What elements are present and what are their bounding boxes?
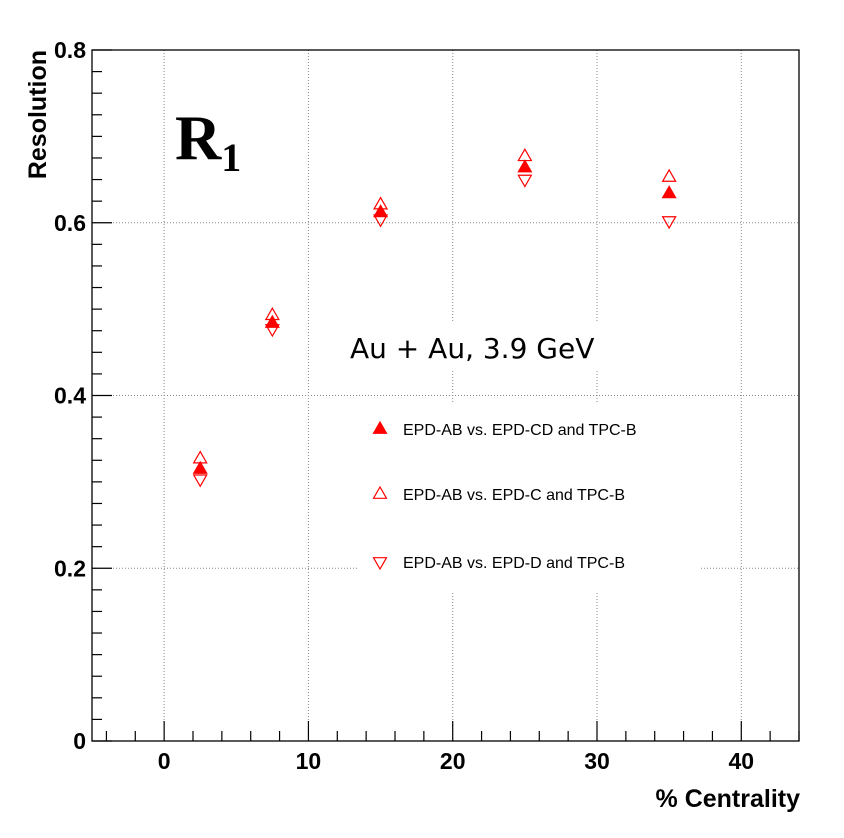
tick-labels: 0 10 20 30 40 0 0.2 0.4 0.6 0.8 bbox=[54, 37, 754, 774]
legend-marker bbox=[372, 557, 388, 571]
y-tick-label: 0 bbox=[73, 728, 86, 754]
y-tick-label: 0.6 bbox=[54, 210, 86, 236]
x-tick-label: 10 bbox=[296, 748, 322, 774]
r1-main: R bbox=[175, 102, 222, 173]
annotation-background bbox=[348, 322, 638, 370]
x-axis-label: % Centrality bbox=[656, 785, 801, 813]
legend-marker bbox=[372, 485, 388, 499]
data-point bbox=[373, 204, 389, 218]
data-point bbox=[517, 148, 533, 162]
r1-label: R1 bbox=[175, 102, 241, 180]
data-point bbox=[517, 159, 533, 173]
legend-box bbox=[358, 402, 700, 592]
r1-subscript: 1 bbox=[221, 135, 241, 180]
annotation-label: Au + Au, 3.9 GeV bbox=[350, 332, 594, 365]
y-tick-label: 0.8 bbox=[54, 37, 86, 63]
legend-entry-label: EPD-AB vs. EPD-CD and TPC-B bbox=[403, 422, 637, 439]
data-point bbox=[661, 185, 677, 199]
x-tick-label: 20 bbox=[440, 748, 466, 774]
data-point bbox=[264, 314, 280, 328]
data-point bbox=[517, 174, 533, 188]
x-tick-label: 0 bbox=[158, 748, 171, 774]
axis-ticks bbox=[92, 49, 800, 742]
data-point bbox=[661, 168, 677, 182]
y-axis-label: Resolution bbox=[24, 50, 52, 179]
data-point bbox=[192, 474, 208, 488]
y-tick-label: 0.4 bbox=[54, 383, 86, 409]
data-markers bbox=[192, 148, 677, 488]
data-point bbox=[661, 216, 677, 230]
legend-entry-label: EPD-AB vs. EPD-C and TPC-B bbox=[403, 487, 625, 504]
legend-entry-label: EPD-AB vs. EPD-D and TPC-B bbox=[403, 555, 625, 572]
data-point bbox=[192, 460, 208, 474]
x-tick-label: 40 bbox=[728, 748, 754, 774]
legend: EPD-AB vs. EPD-CD and TPC-B EPD-AB vs. EP… bbox=[372, 420, 637, 572]
legend-background bbox=[348, 322, 700, 592]
x-tick-label: 30 bbox=[584, 748, 610, 774]
legend-marker bbox=[372, 420, 388, 434]
grid bbox=[92, 50, 799, 741]
y-tick-label: 0.2 bbox=[54, 555, 86, 581]
